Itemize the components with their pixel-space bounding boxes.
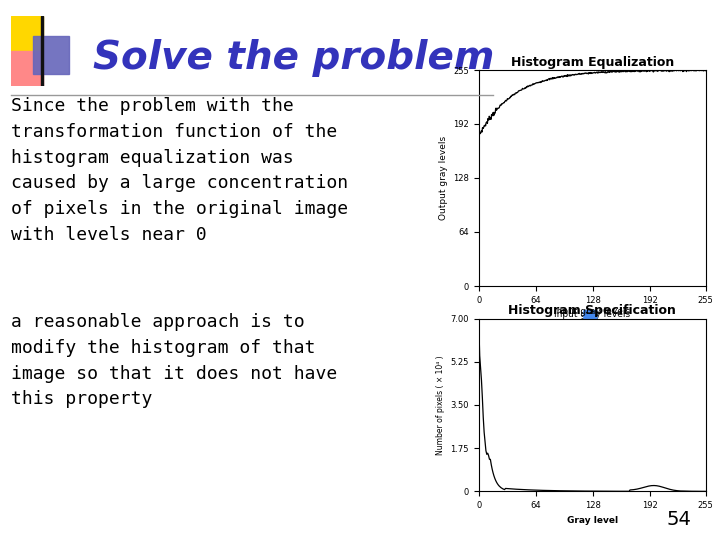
Bar bbox=[40, 16, 43, 86]
Y-axis label: Number of pixels ( × 10⁴ ): Number of pixels ( × 10⁴ ) bbox=[436, 355, 445, 455]
Title: Histogram Specification: Histogram Specification bbox=[508, 305, 676, 318]
Bar bbox=[11, 16, 43, 51]
Text: Since the problem with the
transformation function of the
histogram equalization: Since the problem with the transformatio… bbox=[11, 97, 348, 244]
Text: Input gray levels: Input gray levels bbox=[554, 307, 630, 316]
X-axis label: Gray level: Gray level bbox=[567, 516, 618, 525]
Bar bbox=[11, 51, 43, 86]
FancyArrow shape bbox=[575, 310, 606, 352]
Text: Solve the problem: Solve the problem bbox=[93, 39, 494, 77]
Y-axis label: Output gray levels: Output gray levels bbox=[438, 136, 448, 220]
Bar bbox=[33, 36, 69, 74]
Title: Histogram Equalization: Histogram Equalization bbox=[510, 56, 674, 69]
Text: a reasonable approach is to
modify the histogram of that
image so that it does n: a reasonable approach is to modify the h… bbox=[11, 313, 337, 408]
X-axis label: Input gray levels: Input gray levels bbox=[554, 310, 630, 320]
Text: 54: 54 bbox=[666, 510, 691, 529]
